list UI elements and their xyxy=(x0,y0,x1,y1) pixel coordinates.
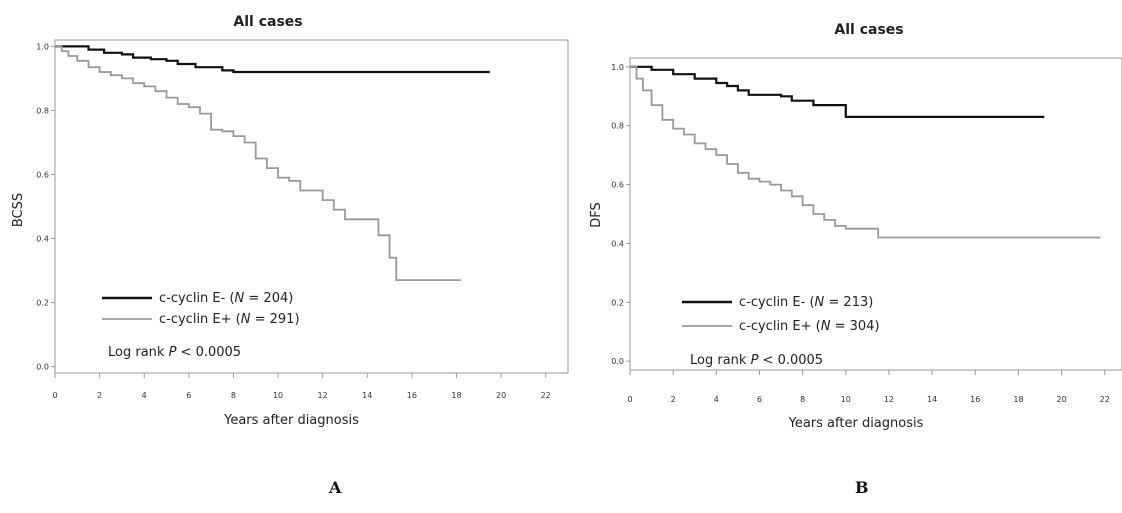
panel-b: All cases DFS Years after diagnosis 0 2 4 6 8 10… xyxy=(589,22,1122,431)
series-line-positive xyxy=(55,45,461,281)
y-tick-label: 0.0 xyxy=(36,363,49,372)
legend-label: c-cyclin E- (N = 204) xyxy=(159,291,293,306)
x-tick-label: 18 xyxy=(1013,395,1023,404)
x-tick-label: 0 xyxy=(52,391,57,400)
x-tick-label: 8 xyxy=(231,391,236,400)
x-tick-label: 4 xyxy=(142,391,147,400)
x-tick-label: 20 xyxy=(1056,395,1066,404)
x-tick-label: 18 xyxy=(451,391,461,400)
x-tick-label: 20 xyxy=(496,391,506,400)
x-tick-label: 2 xyxy=(97,391,102,400)
series-line-negative xyxy=(630,65,1045,118)
x-tick-label: 22 xyxy=(541,391,551,400)
x-tick-label: 14 xyxy=(362,391,372,400)
x-tick-label: 12 xyxy=(884,395,894,404)
x-tick-label: 0 xyxy=(627,395,632,404)
x-tick-label: 6 xyxy=(186,391,191,400)
x-tick-label: 16 xyxy=(407,391,417,400)
x-tick-label: 10 xyxy=(841,395,851,404)
x-tick-label: 22 xyxy=(1100,395,1110,404)
chart-title: All cases xyxy=(233,14,302,30)
x-tick-label: 12 xyxy=(318,391,328,400)
x-axis-label: Years after diagnosis xyxy=(788,416,924,431)
y-tick-label: 0.4 xyxy=(36,235,49,244)
y-tick-label: 0.0 xyxy=(611,357,624,366)
legend-label: c-cyclin E+ (N = 304) xyxy=(739,319,880,334)
x-tick-label: 4 xyxy=(714,395,719,404)
panel-letter-b: B xyxy=(855,478,869,497)
series-line-negative xyxy=(55,45,490,74)
x-tick-label: 6 xyxy=(757,395,762,404)
legend-label: c-cyclin E- (N = 213) xyxy=(739,295,873,310)
x-tick-label: 2 xyxy=(671,395,676,404)
x-tick-label: 16 xyxy=(970,395,980,404)
plot-frame xyxy=(629,57,1122,371)
x-tick-label: 8 xyxy=(800,395,805,404)
y-tick-label: 0.8 xyxy=(36,106,49,115)
series-line-positive xyxy=(630,65,1101,239)
y-tick-label: 0.8 xyxy=(611,122,624,131)
y-tick-label: 0.6 xyxy=(611,181,624,190)
logrank-pvalue: Log rank P < 0.0005 xyxy=(690,353,823,368)
y-tick-label: 0.6 xyxy=(36,170,49,179)
y-tick-label: 0.2 xyxy=(611,298,624,307)
legend-label: c-cyclin E+ (N = 291) xyxy=(159,312,300,327)
y-tick-label: 1.0 xyxy=(36,42,49,51)
y-axis-label: BCSS xyxy=(11,193,26,227)
x-axis-label: Years after diagnosis xyxy=(223,413,359,428)
y-tick-label: 0.2 xyxy=(36,299,49,308)
panel-a: All cases BCSS Years after diagnosis 0 2 4 6 8 1… xyxy=(11,14,569,428)
chart-title: All cases xyxy=(834,22,903,38)
y-tick-label: 1.0 xyxy=(611,63,624,72)
logrank-pvalue: Log rank P < 0.0005 xyxy=(108,345,241,360)
y-tick-label: 0.4 xyxy=(611,239,624,248)
y-axis-label: DFS xyxy=(589,202,604,228)
x-tick-label: 14 xyxy=(927,395,937,404)
panel-letter-a: A xyxy=(329,478,342,497)
plot-frame xyxy=(54,39,569,374)
x-tick-label: 10 xyxy=(273,391,283,400)
